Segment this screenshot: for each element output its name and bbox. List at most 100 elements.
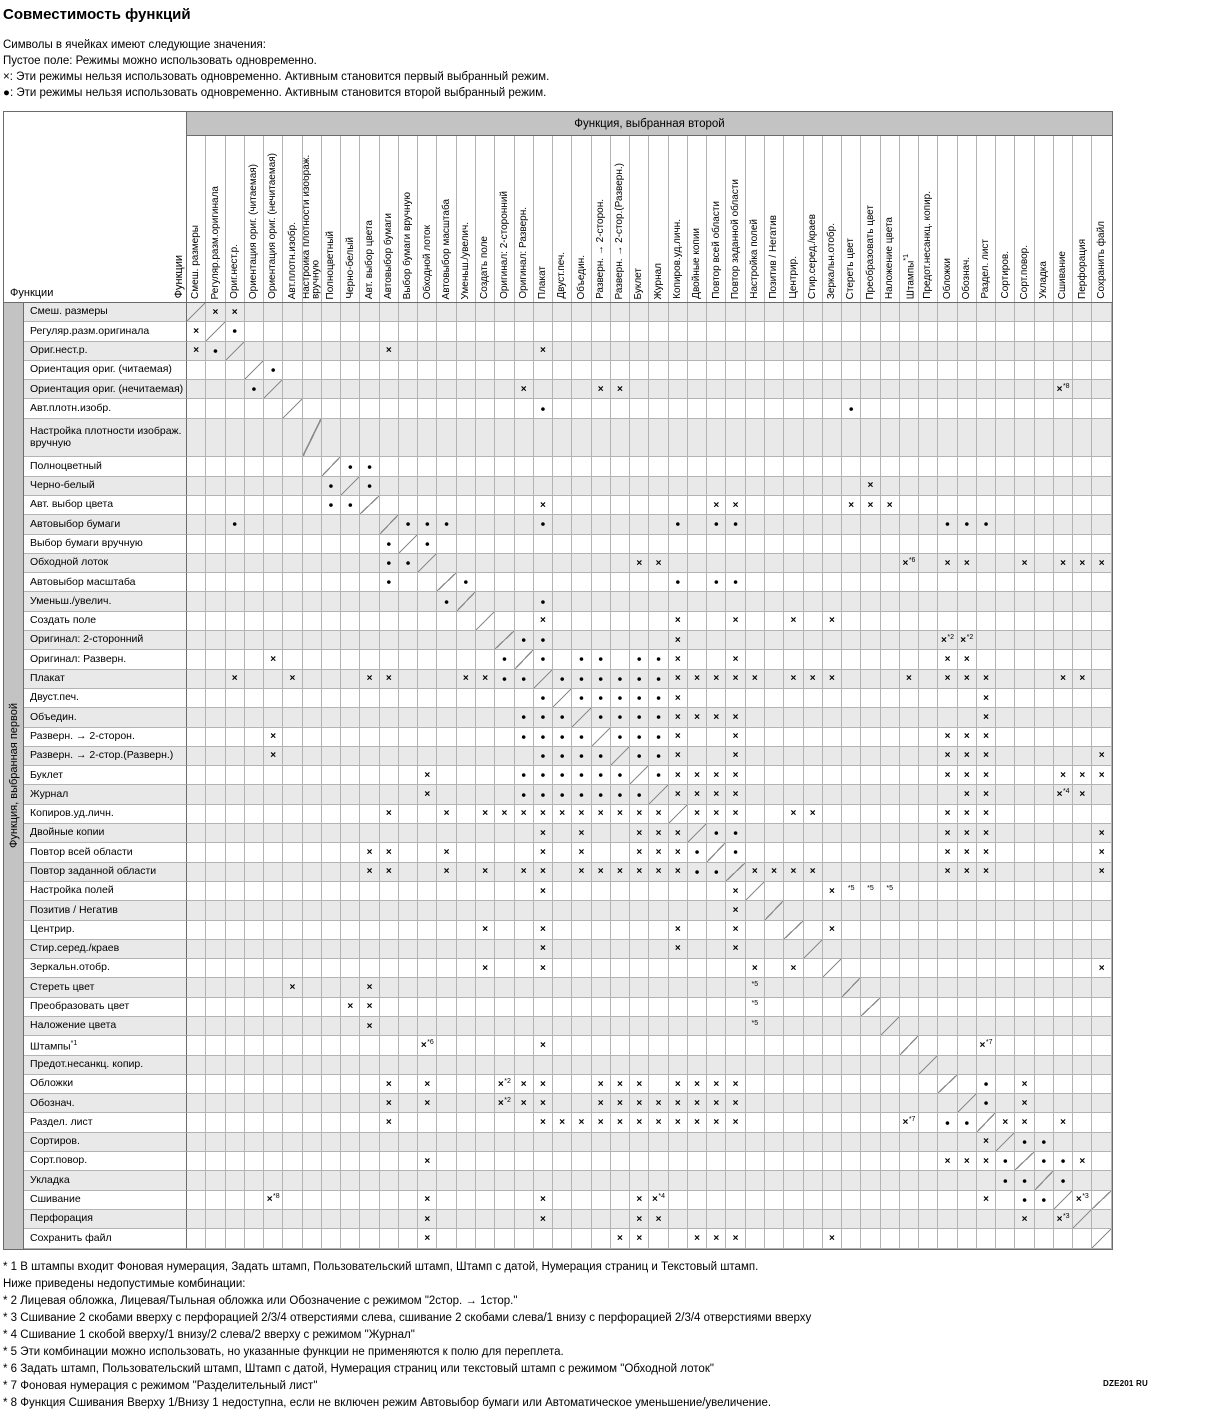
cell [803,553,823,574]
cell [880,1016,900,1037]
cell: ● [957,1113,977,1133]
cell [398,1074,419,1095]
cell [1034,611,1054,632]
cell [707,303,727,323]
cell: ● [533,592,554,612]
dot-mark: ● [598,750,604,761]
cell [1034,688,1054,709]
cell [899,573,920,593]
dot-mark: ● [578,731,585,742]
cell [495,843,515,863]
cell [379,746,399,767]
cell [475,399,496,419]
cell [1034,997,1054,1017]
footnote-ref: *5 [751,1000,759,1008]
cell [572,1055,592,1075]
cell [553,380,573,400]
cell: ● [553,708,573,728]
cell: ● [649,669,669,689]
cell [707,380,727,400]
cell: × [784,959,804,979]
cell [803,1055,823,1075]
cell [803,939,823,960]
cell [861,611,881,632]
cell [610,746,631,767]
cell [591,534,611,554]
cell: × [957,650,977,670]
cell [630,1152,650,1172]
cell [764,843,785,863]
cell [187,611,207,632]
cell [360,611,380,632]
cell [861,303,881,323]
dot-mark: ● [328,499,334,510]
cell [899,1152,920,1172]
cell [360,303,380,323]
cell: × [533,881,554,902]
cell [784,495,804,516]
cell [283,341,303,361]
cell [264,418,284,458]
cell [745,418,765,458]
x-mark: × [652,1194,658,1206]
cell [283,515,303,535]
cell [321,939,342,960]
cell [321,650,342,670]
cell [495,399,515,419]
cell [1034,476,1054,496]
cell: × [938,553,958,574]
cell [225,1036,245,1056]
cell [919,785,939,805]
row-label: Двойные копии [24,824,187,844]
cell [1034,804,1054,825]
cell [206,804,226,825]
col-header: Разверн. → 2-стор.(Разверн.) [611,136,631,302]
cell [745,457,765,477]
cell: ● [360,476,380,496]
cell [533,1152,554,1172]
cell [803,727,823,747]
row-label: Авт.плотн.изобр. [24,399,187,419]
row-label-text: Двойные копии [30,826,105,839]
footnote: * 8 Функция Сшивания Вверху 1/Внизу 1 не… [3,1396,772,1409]
cell [1073,688,1093,709]
dot-mark: ● [598,789,604,800]
cell [495,1152,515,1172]
cell [341,708,361,728]
cell [360,515,380,535]
cell [1092,592,1112,612]
cell [302,360,322,381]
cell [591,1229,611,1249]
cell [206,978,226,998]
cell [553,1055,573,1075]
cell [437,1074,457,1095]
cell [649,1036,669,1056]
cell [976,303,997,323]
cell [764,341,785,361]
cell [379,1016,399,1037]
cell [398,1152,419,1172]
footnote-ref: *2 [504,1096,511,1104]
cell: ● [976,1074,997,1095]
cell [803,476,823,496]
cell [764,1152,785,1172]
cell [553,1094,573,1114]
cell: ● [553,669,573,689]
cell [341,360,361,381]
cell: × [418,1074,438,1095]
cell [649,592,669,612]
cell [764,1016,785,1037]
table-row: Регуляр.разм.оригинала × ● [24,322,1112,342]
cell: × [533,959,554,979]
cell [919,1074,939,1095]
col-header: Настройка плотности изображ. вручную [303,136,322,302]
cell: ● [398,553,419,574]
cell [591,1152,611,1172]
cell [610,631,631,651]
cell [456,824,476,844]
cell [1034,592,1054,612]
cell [187,650,207,670]
cell [1073,1229,1093,1249]
cell [630,611,650,632]
cell [360,380,380,400]
